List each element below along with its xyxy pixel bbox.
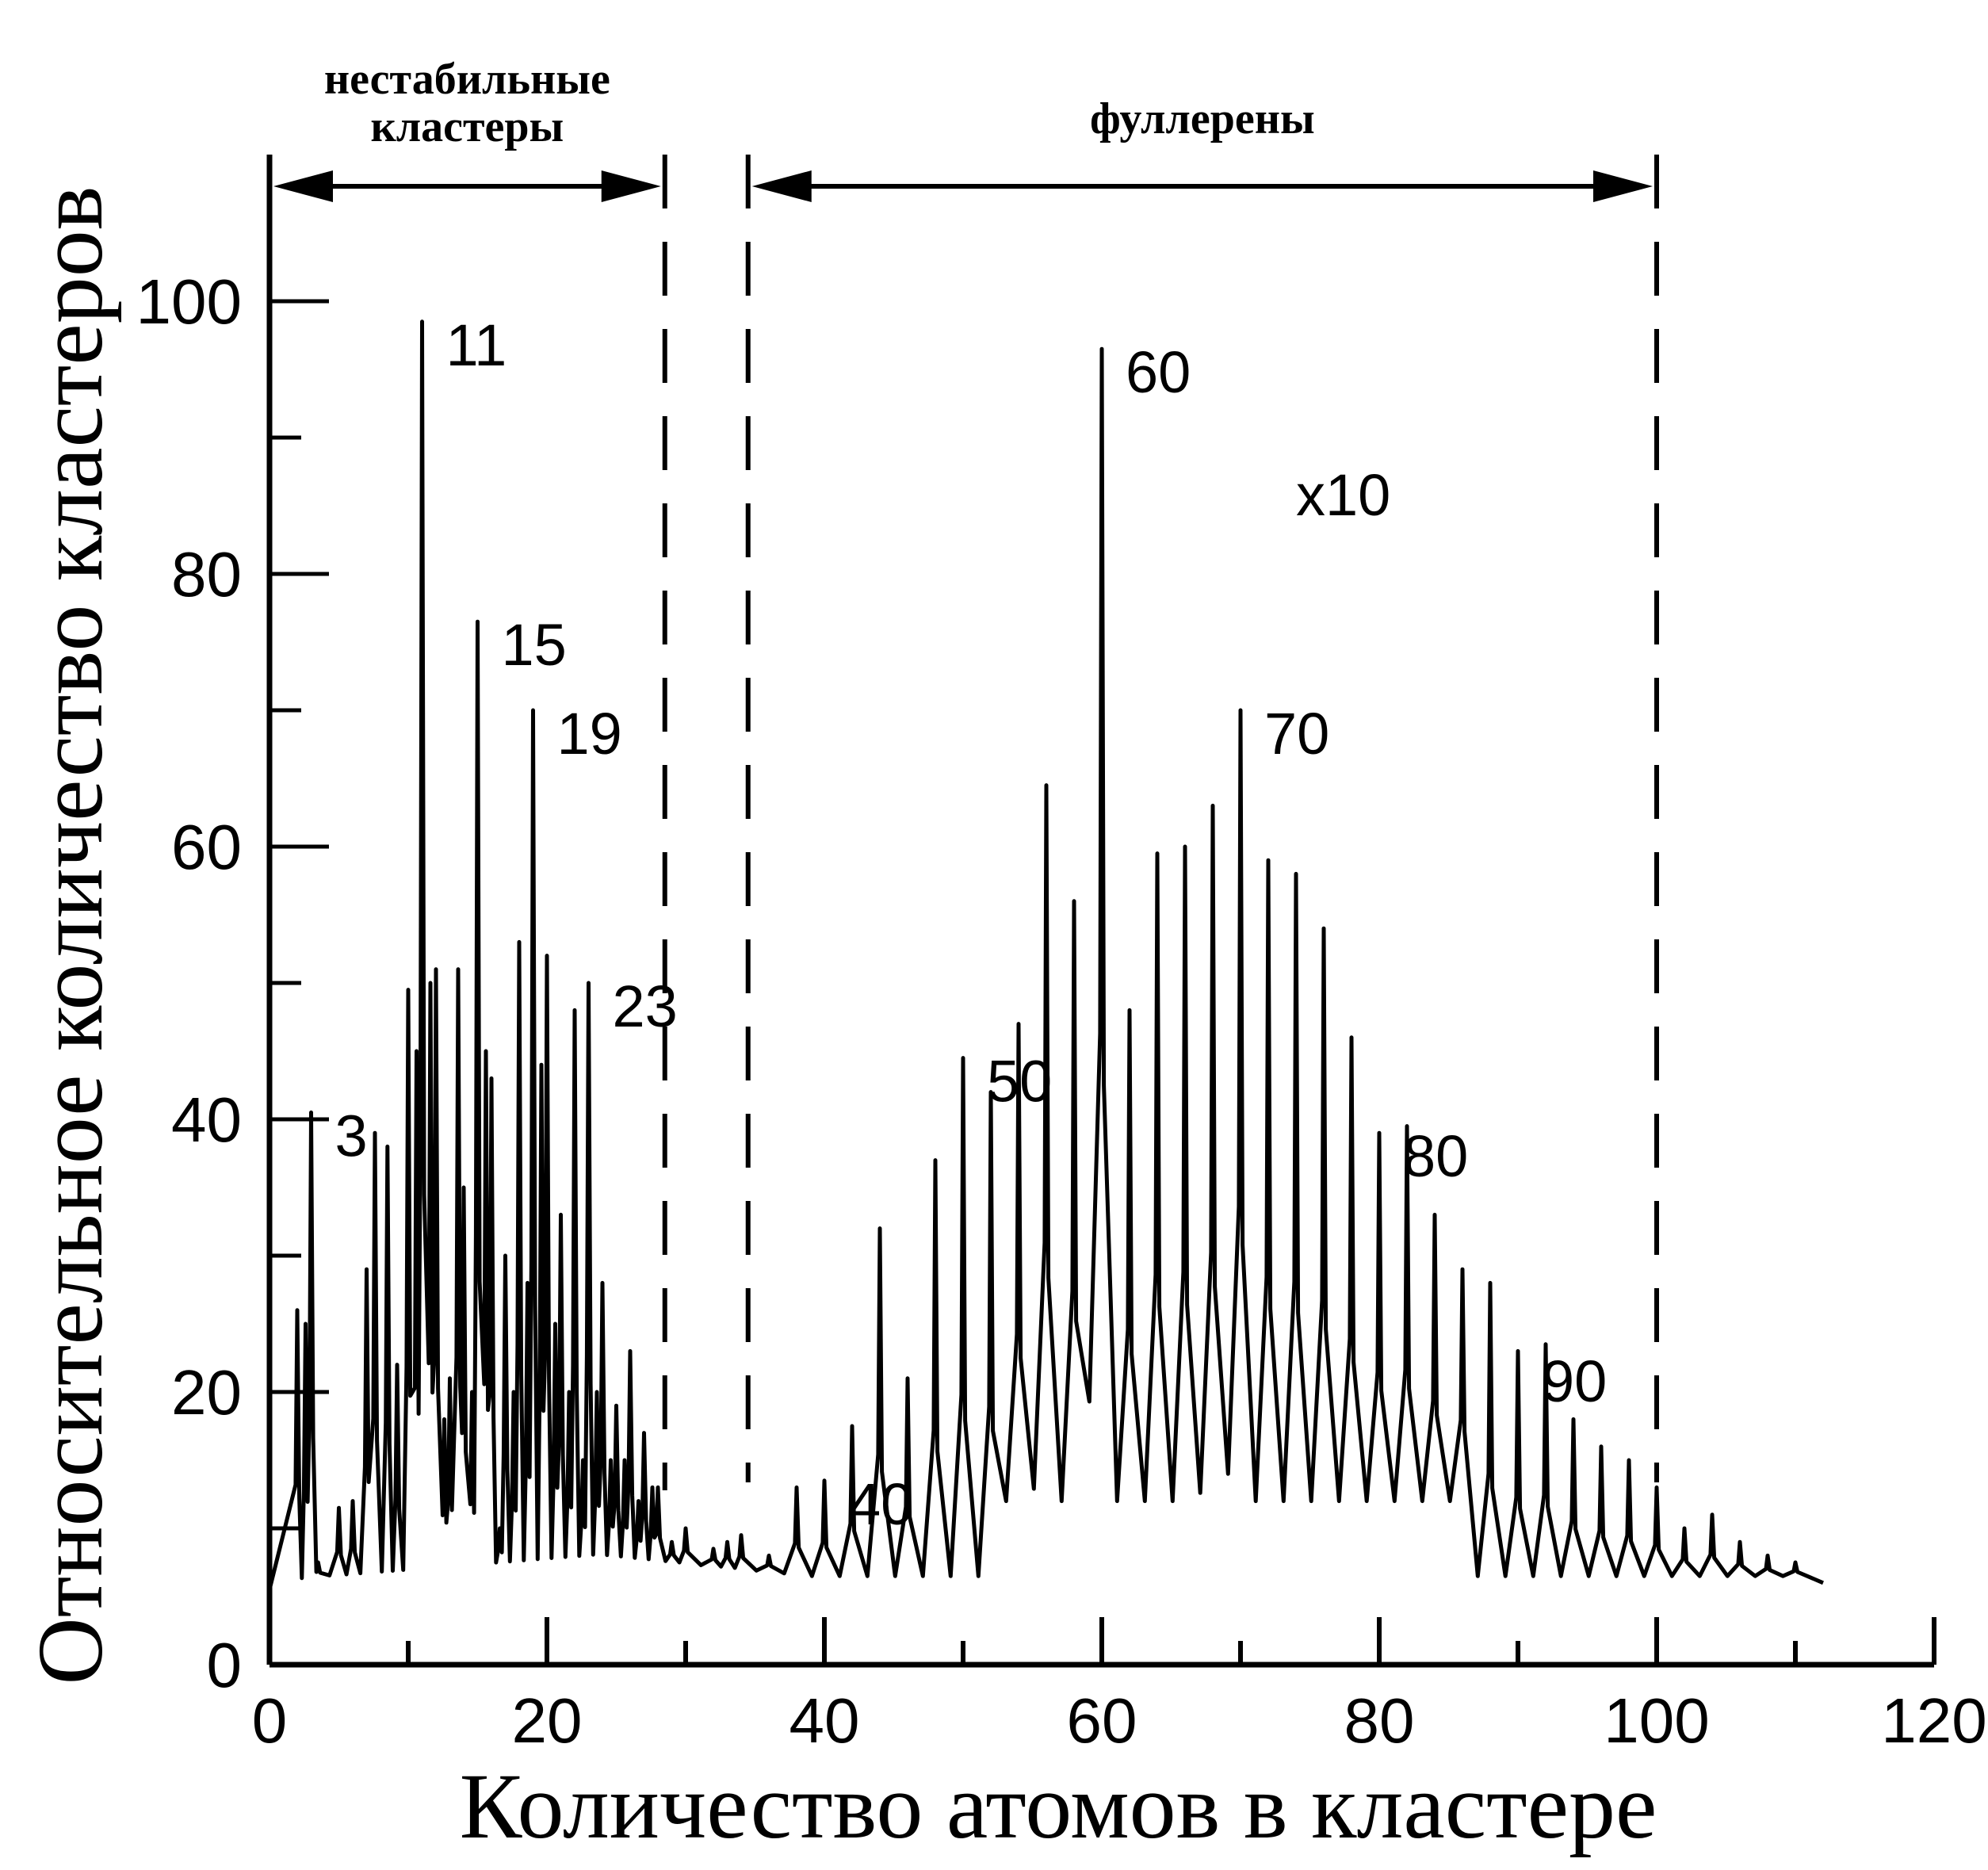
peak-label: 40 (848, 1471, 913, 1537)
arrow-head-right (1593, 170, 1653, 202)
x-tick-label: 100 (1604, 1685, 1709, 1756)
peak-labels: 3 11 15 19 23 40 50 60 70 80 90 (335, 312, 1608, 1537)
scale-note: x10 (1296, 462, 1390, 528)
x-tick-label: 0 (252, 1685, 288, 1756)
peak-label: 3 (335, 1103, 368, 1168)
y-tick-label: 100 (136, 266, 242, 337)
spectrum-line (267, 319, 1824, 1591)
peak-label: 19 (557, 701, 622, 767)
peak-label: 80 (1403, 1123, 1468, 1189)
arrow-head-left (273, 170, 333, 202)
y-axis-title: Относительное количество кластеров (18, 186, 122, 1685)
peak-label: 23 (613, 973, 678, 1039)
x-tick-label: 120 (1881, 1685, 1986, 1756)
region-label: кластеры (370, 102, 564, 151)
region-label: фуллерены (1090, 94, 1315, 143)
peak-label: 15 (502, 612, 567, 678)
peak-label: 60 (1126, 339, 1191, 405)
peak-label: 11 (446, 312, 507, 378)
y-tick-label: 60 (171, 812, 242, 882)
x-tick-label: 80 (1344, 1685, 1415, 1756)
plot-area (267, 319, 1824, 1591)
arrow-head-left (751, 170, 812, 202)
x-tick-label: 60 (1067, 1685, 1137, 1756)
arrow-head-right (601, 170, 661, 202)
y-tick-label: 0 (207, 1630, 243, 1700)
y-tick-label: 80 (171, 539, 242, 610)
region-label: нестабильные (324, 55, 610, 104)
peak-label: 50 (987, 1049, 1052, 1115)
peak-label: 90 (1542, 1348, 1607, 1414)
x-tick-label: 40 (789, 1685, 860, 1756)
axes: 0 20 40 60 80 100 120 0 20 40 60 80 100 (136, 155, 1987, 1756)
peak-label: 70 (1264, 701, 1329, 767)
y-tick-label: 20 (171, 1357, 242, 1428)
x-tick-label: 20 (512, 1685, 583, 1756)
y-tick-label: 40 (171, 1084, 242, 1155)
x-axis-title: Количество атомов в кластере (460, 1754, 1657, 1858)
